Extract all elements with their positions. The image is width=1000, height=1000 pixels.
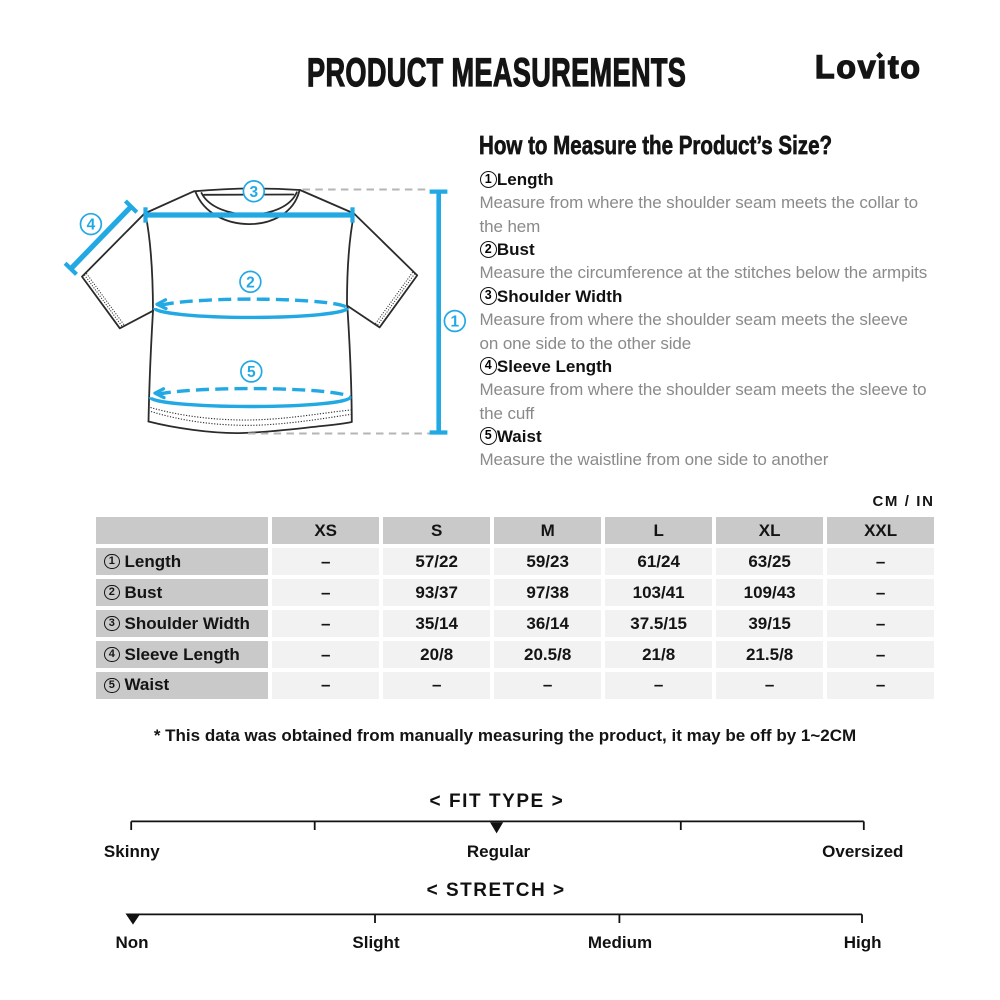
svg-text:3: 3 xyxy=(249,184,258,201)
svg-text:2: 2 xyxy=(246,274,255,291)
svg-text:4: 4 xyxy=(87,217,96,234)
svg-text:1: 1 xyxy=(450,314,459,331)
svg-text:5: 5 xyxy=(247,364,256,381)
